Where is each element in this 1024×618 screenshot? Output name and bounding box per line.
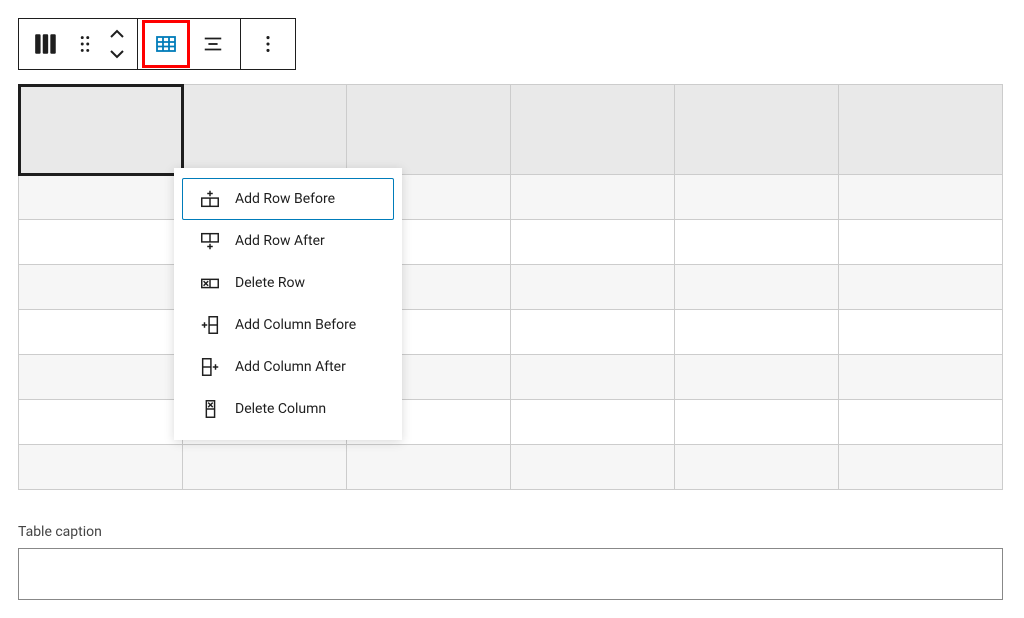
table-cell[interactable] xyxy=(675,85,839,175)
menu-item-col-before[interactable]: Add Column Before xyxy=(182,304,394,346)
table-cell[interactable] xyxy=(511,265,675,310)
table-cell[interactable] xyxy=(19,400,183,445)
row-delete-icon xyxy=(199,272,221,294)
table-cell[interactable] xyxy=(839,175,1003,220)
caption-label: Table caption xyxy=(18,524,1006,540)
table-cell[interactable] xyxy=(511,400,675,445)
table-cell[interactable] xyxy=(19,265,183,310)
table-row xyxy=(19,175,1003,220)
editor-table[interactable] xyxy=(18,84,1003,490)
block-toolbar xyxy=(18,18,296,70)
table-cell[interactable] xyxy=(511,175,675,220)
edit-table-button[interactable] xyxy=(147,25,185,63)
menu-item-row-delete[interactable]: Delete Row xyxy=(182,262,394,304)
col-before-icon xyxy=(199,314,221,336)
table-cell[interactable] xyxy=(675,400,839,445)
table-cell[interactable] xyxy=(347,85,511,175)
table-cell[interactable] xyxy=(19,355,183,400)
table-cell[interactable] xyxy=(183,445,347,490)
move-down-button[interactable] xyxy=(109,44,125,64)
more-options-button[interactable] xyxy=(245,21,291,67)
table-row xyxy=(19,400,1003,445)
table-edit-menu: Add Row Before Add Row After Delete Row Add… xyxy=(174,168,402,440)
align-button[interactable] xyxy=(190,21,236,67)
table-cell[interactable] xyxy=(675,445,839,490)
table-cell[interactable] xyxy=(675,355,839,400)
row-before-icon xyxy=(199,188,221,210)
toolbar-group-table xyxy=(138,19,241,69)
edit-table-icon xyxy=(154,32,178,56)
table-cell[interactable] xyxy=(675,310,839,355)
block-type-button[interactable] xyxy=(23,21,69,67)
table-cell[interactable] xyxy=(675,175,839,220)
table-cell[interactable] xyxy=(511,355,675,400)
table-cell[interactable] xyxy=(839,355,1003,400)
table-cell[interactable] xyxy=(19,310,183,355)
col-delete-icon xyxy=(199,398,221,420)
menu-item-label: Add Row Before xyxy=(235,191,335,207)
menu-item-label: Add Row After xyxy=(235,233,325,249)
toolbar-group-block xyxy=(19,19,138,69)
chevron-up-icon xyxy=(109,29,125,39)
toolbar-group-more xyxy=(241,19,295,69)
menu-item-label: Delete Row xyxy=(235,275,305,291)
caption-input[interactable] xyxy=(18,548,1003,600)
table-cell[interactable] xyxy=(839,220,1003,265)
menu-item-row-after[interactable]: Add Row After xyxy=(182,220,394,262)
table-cell[interactable] xyxy=(675,220,839,265)
table-cell[interactable] xyxy=(19,445,183,490)
chevron-down-icon xyxy=(109,49,125,59)
table-cell[interactable] xyxy=(839,310,1003,355)
row-after-icon xyxy=(199,230,221,252)
col-after-icon xyxy=(199,356,221,378)
edit-table-highlight xyxy=(142,20,190,68)
drag-icon xyxy=(77,33,93,55)
menu-item-label: Delete Column xyxy=(235,401,326,417)
drag-handle-button[interactable] xyxy=(69,21,101,67)
menu-item-label: Add Column Before xyxy=(235,317,356,333)
table-cell[interactable] xyxy=(19,175,183,220)
menu-item-row-before[interactable]: Add Row Before xyxy=(182,178,394,220)
table-cell[interactable] xyxy=(511,445,675,490)
table-cell[interactable] xyxy=(19,85,183,175)
table-row xyxy=(19,220,1003,265)
table-row xyxy=(19,445,1003,490)
table-row xyxy=(19,355,1003,400)
table-cell[interactable] xyxy=(839,265,1003,310)
align-icon xyxy=(202,33,224,55)
move-buttons xyxy=(101,21,133,67)
table-cell[interactable] xyxy=(511,220,675,265)
table-cell[interactable] xyxy=(347,445,511,490)
move-up-button[interactable] xyxy=(109,24,125,44)
table-cell[interactable] xyxy=(511,310,675,355)
menu-item-col-delete[interactable]: Delete Column xyxy=(182,388,394,430)
table-cell[interactable] xyxy=(839,445,1003,490)
menu-item-col-after[interactable]: Add Column After xyxy=(182,346,394,388)
table-cell[interactable] xyxy=(511,85,675,175)
table-block-icon xyxy=(33,31,59,57)
menu-item-label: Add Column After xyxy=(235,359,346,375)
table-cell[interactable] xyxy=(183,85,347,175)
table-cell[interactable] xyxy=(839,85,1003,175)
table-cell[interactable] xyxy=(839,400,1003,445)
table-wrapper: Add Row Before Add Row After Delete Row Add… xyxy=(18,84,1006,490)
table-row xyxy=(19,265,1003,310)
more-vertical-icon xyxy=(258,33,278,55)
table-cell[interactable] xyxy=(19,220,183,265)
table-row xyxy=(19,85,1003,175)
table-row xyxy=(19,310,1003,355)
table-cell[interactable] xyxy=(675,265,839,310)
